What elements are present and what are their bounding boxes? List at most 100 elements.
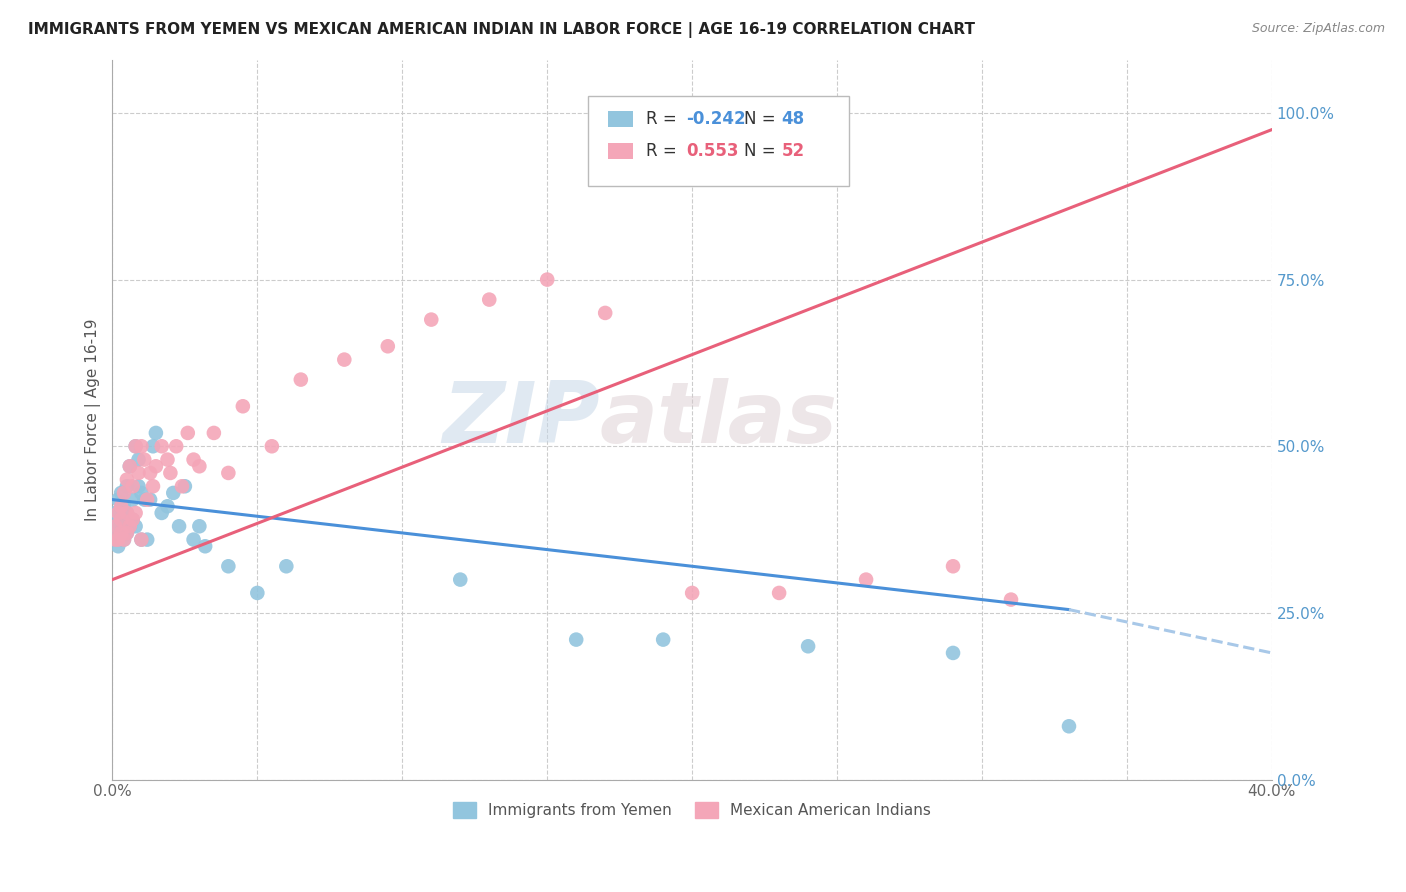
Point <box>124 506 146 520</box>
Text: Source: ZipAtlas.com: Source: ZipAtlas.com <box>1251 22 1385 36</box>
Point <box>115 473 138 487</box>
Point <box>478 293 501 307</box>
Point <box>142 439 165 453</box>
Point <box>121 513 143 527</box>
Point <box>136 533 159 547</box>
Point <box>139 466 162 480</box>
Point <box>118 459 141 474</box>
Point <box>118 459 141 474</box>
Point <box>377 339 399 353</box>
FancyBboxPatch shape <box>607 112 633 128</box>
Point <box>565 632 588 647</box>
Point <box>177 425 200 440</box>
Point <box>115 525 138 540</box>
Point <box>121 492 143 507</box>
Point <box>145 425 167 440</box>
Point <box>118 519 141 533</box>
Point <box>112 486 135 500</box>
Point <box>681 586 703 600</box>
Point <box>110 506 132 520</box>
Point <box>110 525 132 540</box>
Point <box>183 452 205 467</box>
Point <box>124 439 146 453</box>
Point <box>217 559 239 574</box>
Point <box>165 439 187 453</box>
Point <box>217 466 239 480</box>
Point <box>128 466 150 480</box>
Text: R =: R = <box>645 111 682 128</box>
Point <box>110 486 132 500</box>
Point <box>942 646 965 660</box>
Point <box>593 306 616 320</box>
Point <box>110 519 132 533</box>
Point <box>104 506 127 520</box>
Point <box>194 539 217 553</box>
Point <box>173 479 195 493</box>
Point <box>124 439 146 453</box>
Point <box>162 486 184 500</box>
Text: -0.242: -0.242 <box>686 111 747 128</box>
Point <box>449 573 471 587</box>
Y-axis label: In Labor Force | Age 16-19: In Labor Force | Age 16-19 <box>86 318 101 521</box>
Point <box>246 586 269 600</box>
Point <box>110 533 132 547</box>
Point <box>156 500 179 514</box>
Point <box>188 519 211 533</box>
Text: R =: R = <box>645 142 688 160</box>
Point <box>276 559 298 574</box>
Point <box>131 533 153 547</box>
Point <box>134 492 156 507</box>
Point <box>112 533 135 547</box>
Point <box>232 399 254 413</box>
Point <box>112 513 135 527</box>
FancyBboxPatch shape <box>607 143 633 159</box>
Text: atlas: atlas <box>599 378 838 461</box>
Point <box>131 486 153 500</box>
Point <box>107 525 129 540</box>
Point <box>104 533 127 547</box>
Point <box>156 452 179 467</box>
Point <box>112 500 135 514</box>
Point <box>536 272 558 286</box>
Text: ZIP: ZIP <box>441 378 599 461</box>
Point <box>110 500 132 514</box>
Point <box>1000 592 1022 607</box>
Point <box>118 519 141 533</box>
Point <box>104 519 127 533</box>
Point <box>131 439 153 453</box>
Point <box>112 533 135 547</box>
Point <box>170 479 193 493</box>
Point <box>290 373 312 387</box>
Text: 52: 52 <box>782 142 804 160</box>
Text: 48: 48 <box>782 111 804 128</box>
Point <box>107 539 129 553</box>
Point <box>150 506 173 520</box>
Point <box>107 492 129 507</box>
Point <box>159 466 181 480</box>
Point <box>128 452 150 467</box>
Point <box>150 439 173 453</box>
Point <box>115 525 138 540</box>
Point <box>104 533 127 547</box>
Point <box>139 492 162 507</box>
Point <box>183 533 205 547</box>
Point <box>260 439 283 453</box>
Point <box>167 519 190 533</box>
Point <box>188 459 211 474</box>
Point <box>142 479 165 493</box>
Point <box>121 479 143 493</box>
Point <box>128 479 150 493</box>
Point <box>134 452 156 467</box>
Point <box>115 506 138 520</box>
Point <box>855 573 877 587</box>
Point <box>942 559 965 574</box>
Point <box>652 632 675 647</box>
Point <box>145 459 167 474</box>
Legend: Immigrants from Yemen, Mexican American Indians: Immigrants from Yemen, Mexican American … <box>446 795 939 826</box>
Point <box>1057 719 1080 733</box>
Point <box>121 513 143 527</box>
Point <box>104 519 127 533</box>
Text: N =: N = <box>744 111 782 128</box>
Point <box>768 586 790 600</box>
Point <box>136 492 159 507</box>
